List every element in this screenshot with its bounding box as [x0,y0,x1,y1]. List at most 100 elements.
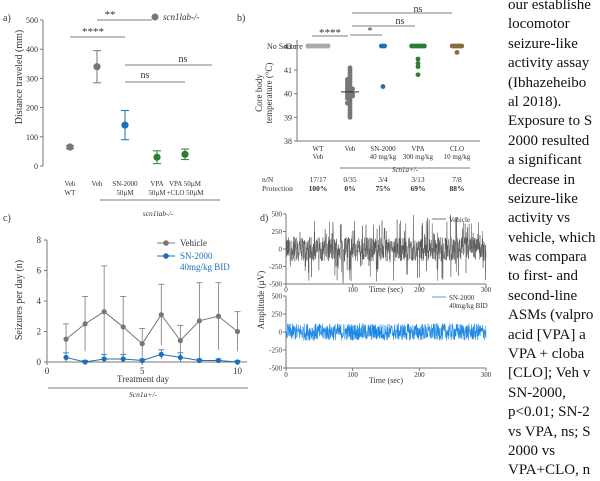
panel-b-protection-value: 88% [450,184,465,193]
panel-b: b) Core body temperature (°C) No Seizure… [237,4,480,193]
side-text-line: locomotor [508,16,570,33]
side-text-line: 2000 resulted [508,132,590,149]
panel-c-series-line [65,311,238,345]
panel-b-data-point [422,43,427,49]
panel-b-data-point [459,43,465,49]
panel-d-top-xtick-label: 300 [481,286,492,294]
panel-b-category-label: CLO [450,145,464,153]
panel-d-ylabel: Amplitude (µV) [256,271,266,329]
side-text-line: 2000 vs [508,442,556,459]
panel-c-data-point [139,341,145,347]
panel-b-row-p-label: Protection [262,184,293,193]
panel-b-data-point [347,114,353,120]
panel-b-ytick-label: 43 [284,42,292,51]
panel-b-category-sub: Veh [313,153,324,161]
figure: a) Distance traveled (mm) 01002003004005… [3,4,492,399]
panel-c-data-point [63,336,69,342]
panel-d-bottom-xtick-label: 200 [414,371,425,379]
panel-a-mean-point [66,143,74,151]
side-text-line: SN-2000, [508,384,566,401]
panel-a-category-label: VPA 50µM [169,180,202,188]
panel-c-data-point [120,356,126,362]
panel-c-data-point [177,354,183,361]
panel-d-top-ytick-label: 500 [272,211,283,219]
side-text-line: acid [VPA] a [508,326,586,343]
panel-a-sig-4: ns [179,54,188,65]
panel-b-data-point [415,64,421,70]
panel-c-ytick-label: 6 [37,266,42,276]
panel-c-legend-vehicle-label: Vehicle [180,238,207,248]
panel-d-vehicle-trace [285,214,487,284]
side-text-line: VPA + cloba [508,346,585,363]
panel-b-data-point [449,43,455,49]
panel-b-category-label: VPA [411,145,424,153]
side-text-line: [CLO]; Veh v [508,365,591,382]
panel-b-n-value: 3/4 [378,175,388,184]
panel-a-legend-label: scn1lab-/- [163,12,200,22]
side-text-line: vs VPA, ns; S [508,423,591,440]
panel-c-data-point [63,354,69,361]
panel-c-ytick-label: 2 [37,327,42,337]
panel-c-legend-vehicle-marker [163,240,169,246]
side-text-line: p<0.01; SN-2 [508,404,590,421]
panel-c-data-point [215,313,222,319]
panel-a-mean-point [153,153,161,161]
panel-a-category-sub: +CLO 50µM [167,189,205,197]
panel-a-legend-marker [151,13,159,21]
side-text-line: seizure-like [508,35,578,52]
panel-b-data-point [382,43,387,49]
panel-b-ytick-label: 40 [284,90,292,99]
panel-c-data-point [120,324,126,330]
panel-c-data-point [234,359,241,365]
panel-b-row-n-label: n/N [262,175,274,184]
side-text-line: al 2018). [508,93,562,110]
side-text-line: Exposure to S [508,113,593,130]
panel-b-data-point [345,79,350,85]
panel-b-category-sub: 300 mg/kg [403,153,434,161]
panel-d-bottom-xtick-label: 300 [481,371,492,379]
panel-b-sig-4: ns [414,4,423,15]
panel-d-label: d) [260,213,268,224]
panel-c-data-point [82,321,88,327]
panel-b-category-label: Veh [345,145,356,153]
panel-b-data-point [415,61,421,66]
panel-c-data-point [139,357,145,364]
panel-a-category-sub: WT [65,189,77,197]
panel-a-category-label: Veh [92,180,103,188]
panel-d-top-xtick-label: 100 [347,286,358,294]
panel-a-sig-2: ** [105,9,116,21]
panel-a-label: a) [3,13,11,24]
panel-a-ytick-label: 200 [26,104,38,113]
panel-d-top-ytick-label: -500 [269,281,282,289]
panel-d-bottom-ytick-label: -500 [269,365,282,373]
panel-c-label: c) [3,213,11,224]
panel-b-data-point [415,56,421,62]
panel-a-sig-3: ns [141,70,150,81]
panel-b-protection-value: 69% [411,184,426,193]
panel-d-xlabel-bottom: Time (sec) [369,376,403,385]
panel-c-data-point [215,357,222,364]
panel-d-sn2000-trace [285,323,487,341]
panel-d-top-xtick-label: 200 [414,286,425,294]
panel-b-n-value: 3/13 [411,175,425,184]
panel-b-n-value: 0/35 [343,175,357,184]
panel-a-mean-point [93,63,101,71]
panel-c-legend-sn-label-1: SN-2000 [180,251,213,261]
panel-c-data-point [234,328,241,335]
panel-a-category-sub: 50µM [116,189,134,197]
panel-c-xtick-label: 0 [45,366,50,376]
panel-d-legend-vehicle-label: Vehicle [449,216,470,224]
panel-a: a) Distance traveled (mm) 0 100 200 300 400 5… [3,9,220,218]
panel-a-group-label: scn1lab-/- [143,209,174,218]
panel-d-legend-sn-label-2: 40mg/kg BID [449,302,488,310]
panel-c-data-point [158,312,164,318]
side-text-line: second-line [508,287,578,304]
panel-c: c) Seizures per day (n) 0 2 4 6 8 0 5 10 Treat… [3,213,248,399]
panel-a-ytick-label: 500 [26,16,38,25]
panel-c-data-point [158,351,164,357]
panel-b-ytick-label: 38 [284,137,292,146]
panel-a-category-label: Veh [65,180,76,188]
panel-d-bottom-ytick-label: 500 [272,293,283,301]
panel-d-top-ytick-label: 250 [272,228,283,236]
panel-a-ytick-label: 100 [26,133,38,142]
